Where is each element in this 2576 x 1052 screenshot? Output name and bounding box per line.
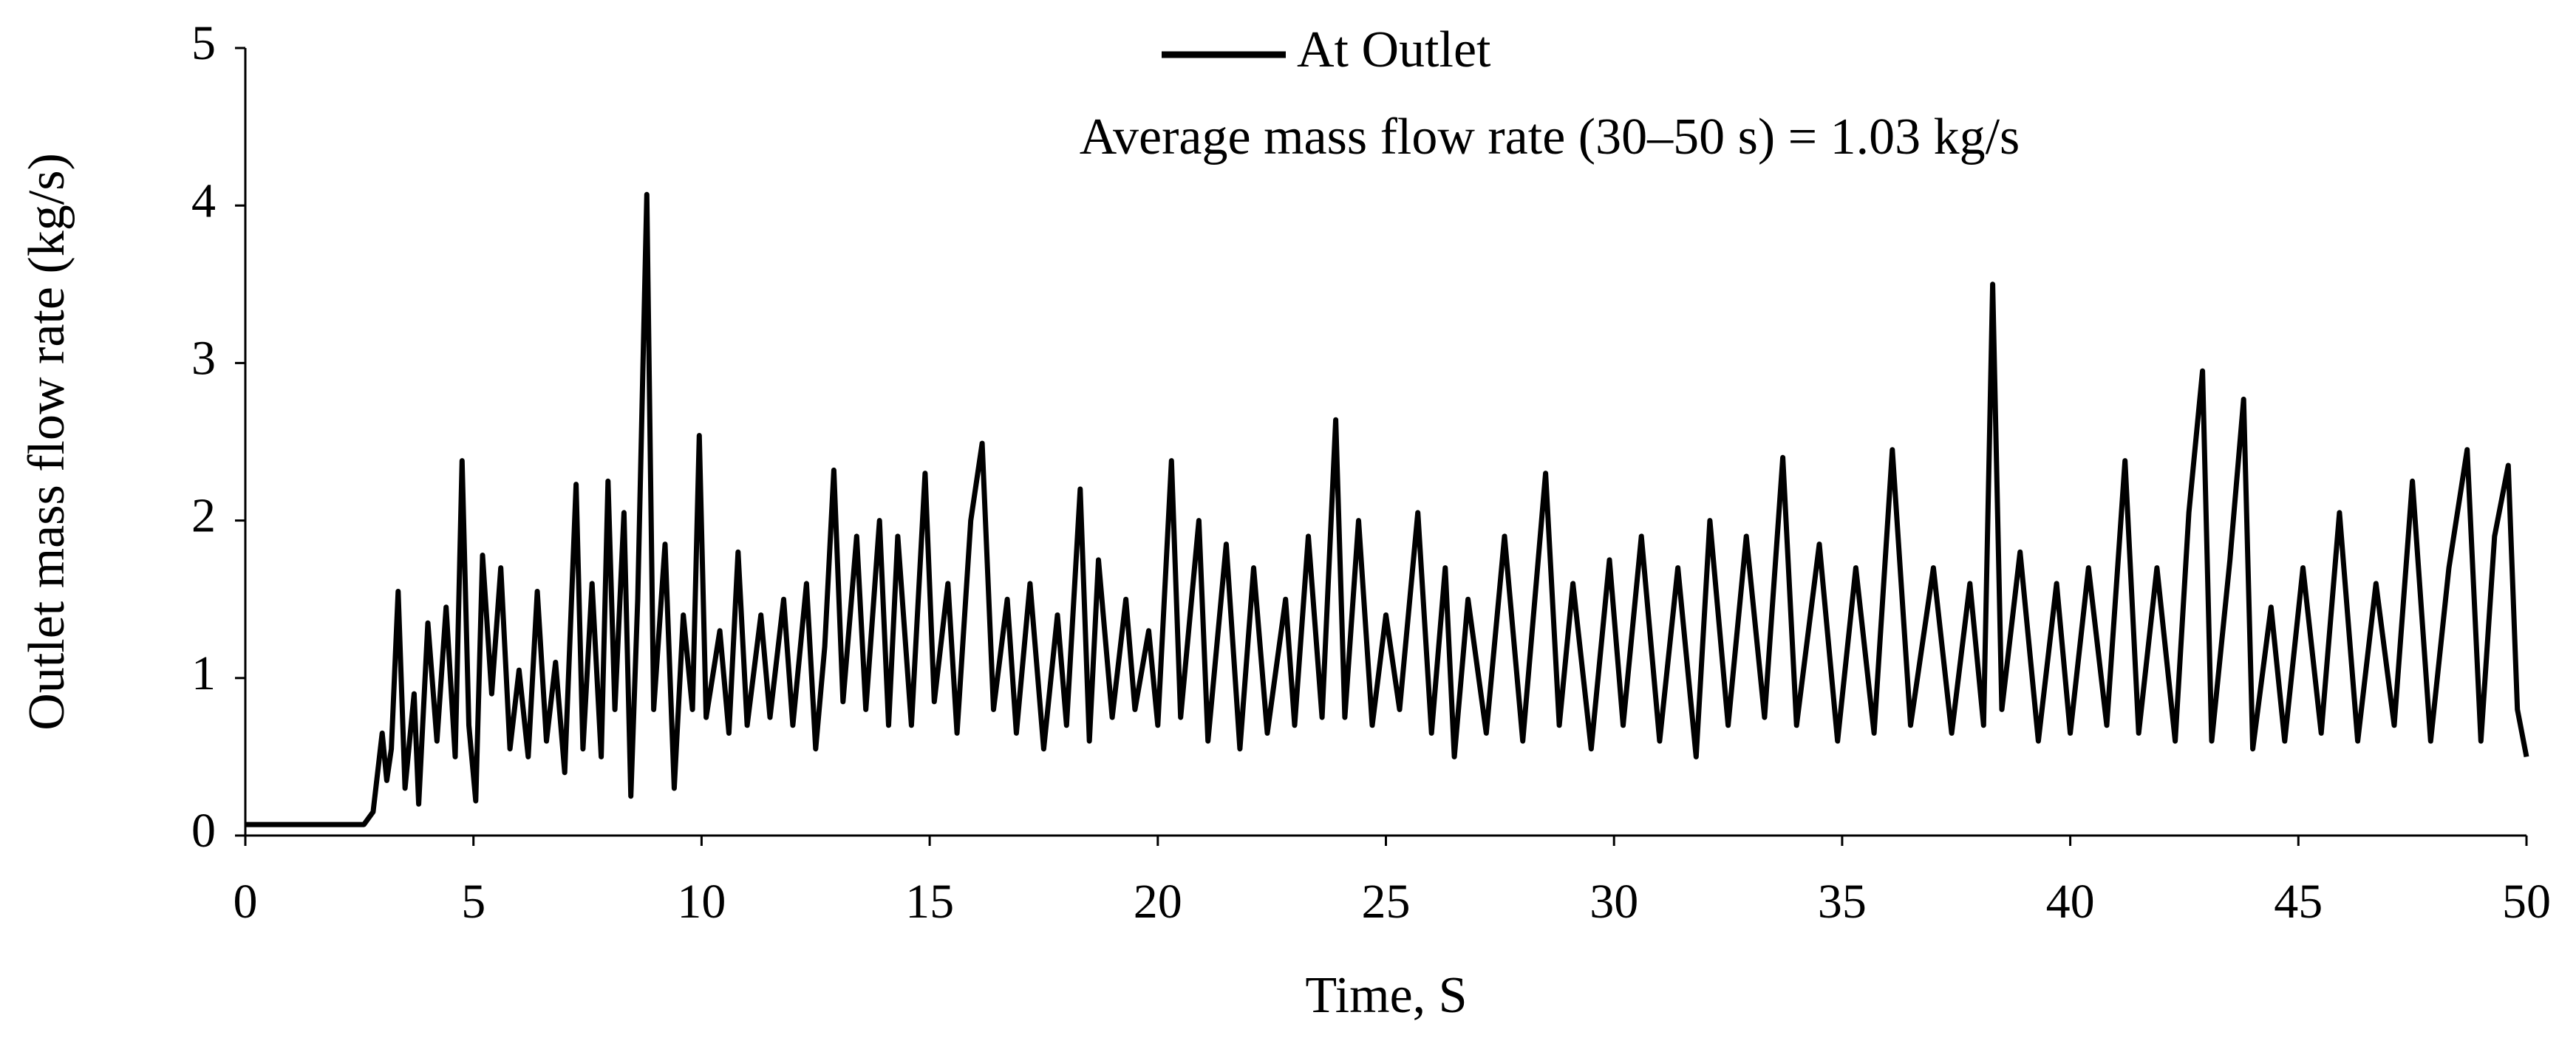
x-tick-label: 45 [2274, 875, 2323, 929]
x-axis-title: Time, S [1305, 967, 1467, 1024]
x-tick-label: 25 [1362, 875, 1411, 929]
legend-label: At Outlet [1297, 21, 1491, 78]
y-axis-title: Outlet mass flow rate (kg/s) [18, 153, 75, 730]
x-tick-label: 35 [1818, 875, 1867, 929]
y-tick-label: 4 [191, 174, 216, 228]
x-tick-label: 40 [2046, 875, 2095, 929]
x-tick-label: 20 [1134, 875, 1182, 929]
y-tick-label: 3 [191, 332, 216, 386]
x-tick-label: 5 [461, 875, 485, 929]
y-tick-label: 5 [191, 16, 216, 70]
y-tick-label: 2 [191, 489, 216, 543]
x-tick-label: 30 [1589, 875, 1638, 929]
x-tick-label: 15 [905, 875, 954, 929]
y-tick-label: 1 [191, 646, 216, 700]
annotation: Average mass flow rate (30–50 s) = 1.03 … [1080, 109, 2020, 165]
x-tick-label: 0 [234, 875, 258, 929]
data-line [245, 191, 2529, 827]
y-tick-label: 0 [191, 804, 216, 858]
x-tick-label: 50 [2502, 875, 2551, 929]
x-tick-label: 10 [677, 875, 726, 929]
